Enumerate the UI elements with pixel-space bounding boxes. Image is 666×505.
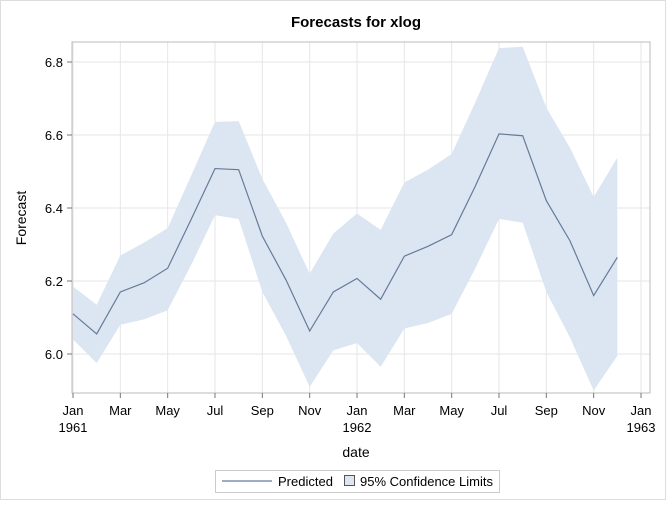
x-tick-label: Jan — [631, 403, 652, 418]
x-axis-label: date — [342, 444, 369, 460]
x-tick-label: Sep — [535, 403, 558, 418]
y-tick-label: 6.6 — [45, 128, 63, 143]
y-axis-label: Forecast — [13, 191, 29, 246]
x-tick-year-label: 1963 — [627, 420, 656, 435]
x-tick-label: May — [155, 403, 180, 418]
legend-confidence: 95% Confidence Limits — [360, 474, 493, 489]
x-tick-label: May — [439, 403, 464, 418]
legend-predicted: Predicted — [278, 474, 333, 489]
legend-band-swatch — [344, 475, 355, 486]
legend: Predicted 95% Confidence Limits — [215, 470, 500, 493]
x-tick-label: Jan — [63, 403, 84, 418]
y-tick-label: 6.8 — [45, 55, 63, 70]
x-tick-label: Sep — [251, 403, 274, 418]
x-tick-label: Jul — [491, 403, 508, 418]
y-tick-label: 6.4 — [45, 201, 63, 216]
confidence-band — [73, 46, 618, 391]
x-tick-label: Jul — [207, 403, 224, 418]
x-tick-label: Mar — [393, 403, 416, 418]
predicted-line — [72, 133, 618, 335]
x-tick-label: Jan — [347, 403, 368, 418]
x-tick-year-label: 1961 — [59, 420, 88, 435]
y-tick-label: 6.2 — [45, 274, 63, 289]
x-tick-label: Nov — [582, 403, 606, 418]
y-tick-label: 6.0 — [45, 347, 63, 362]
legend-box — [215, 470, 500, 493]
x-tick-label: Mar — [109, 403, 132, 418]
plot-frame — [71, 41, 651, 394]
chart-title: Forecasts for xlog — [291, 14, 421, 31]
x-tick-year-label: 1962 — [343, 420, 372, 435]
x-tick-label: Nov — [298, 403, 322, 418]
